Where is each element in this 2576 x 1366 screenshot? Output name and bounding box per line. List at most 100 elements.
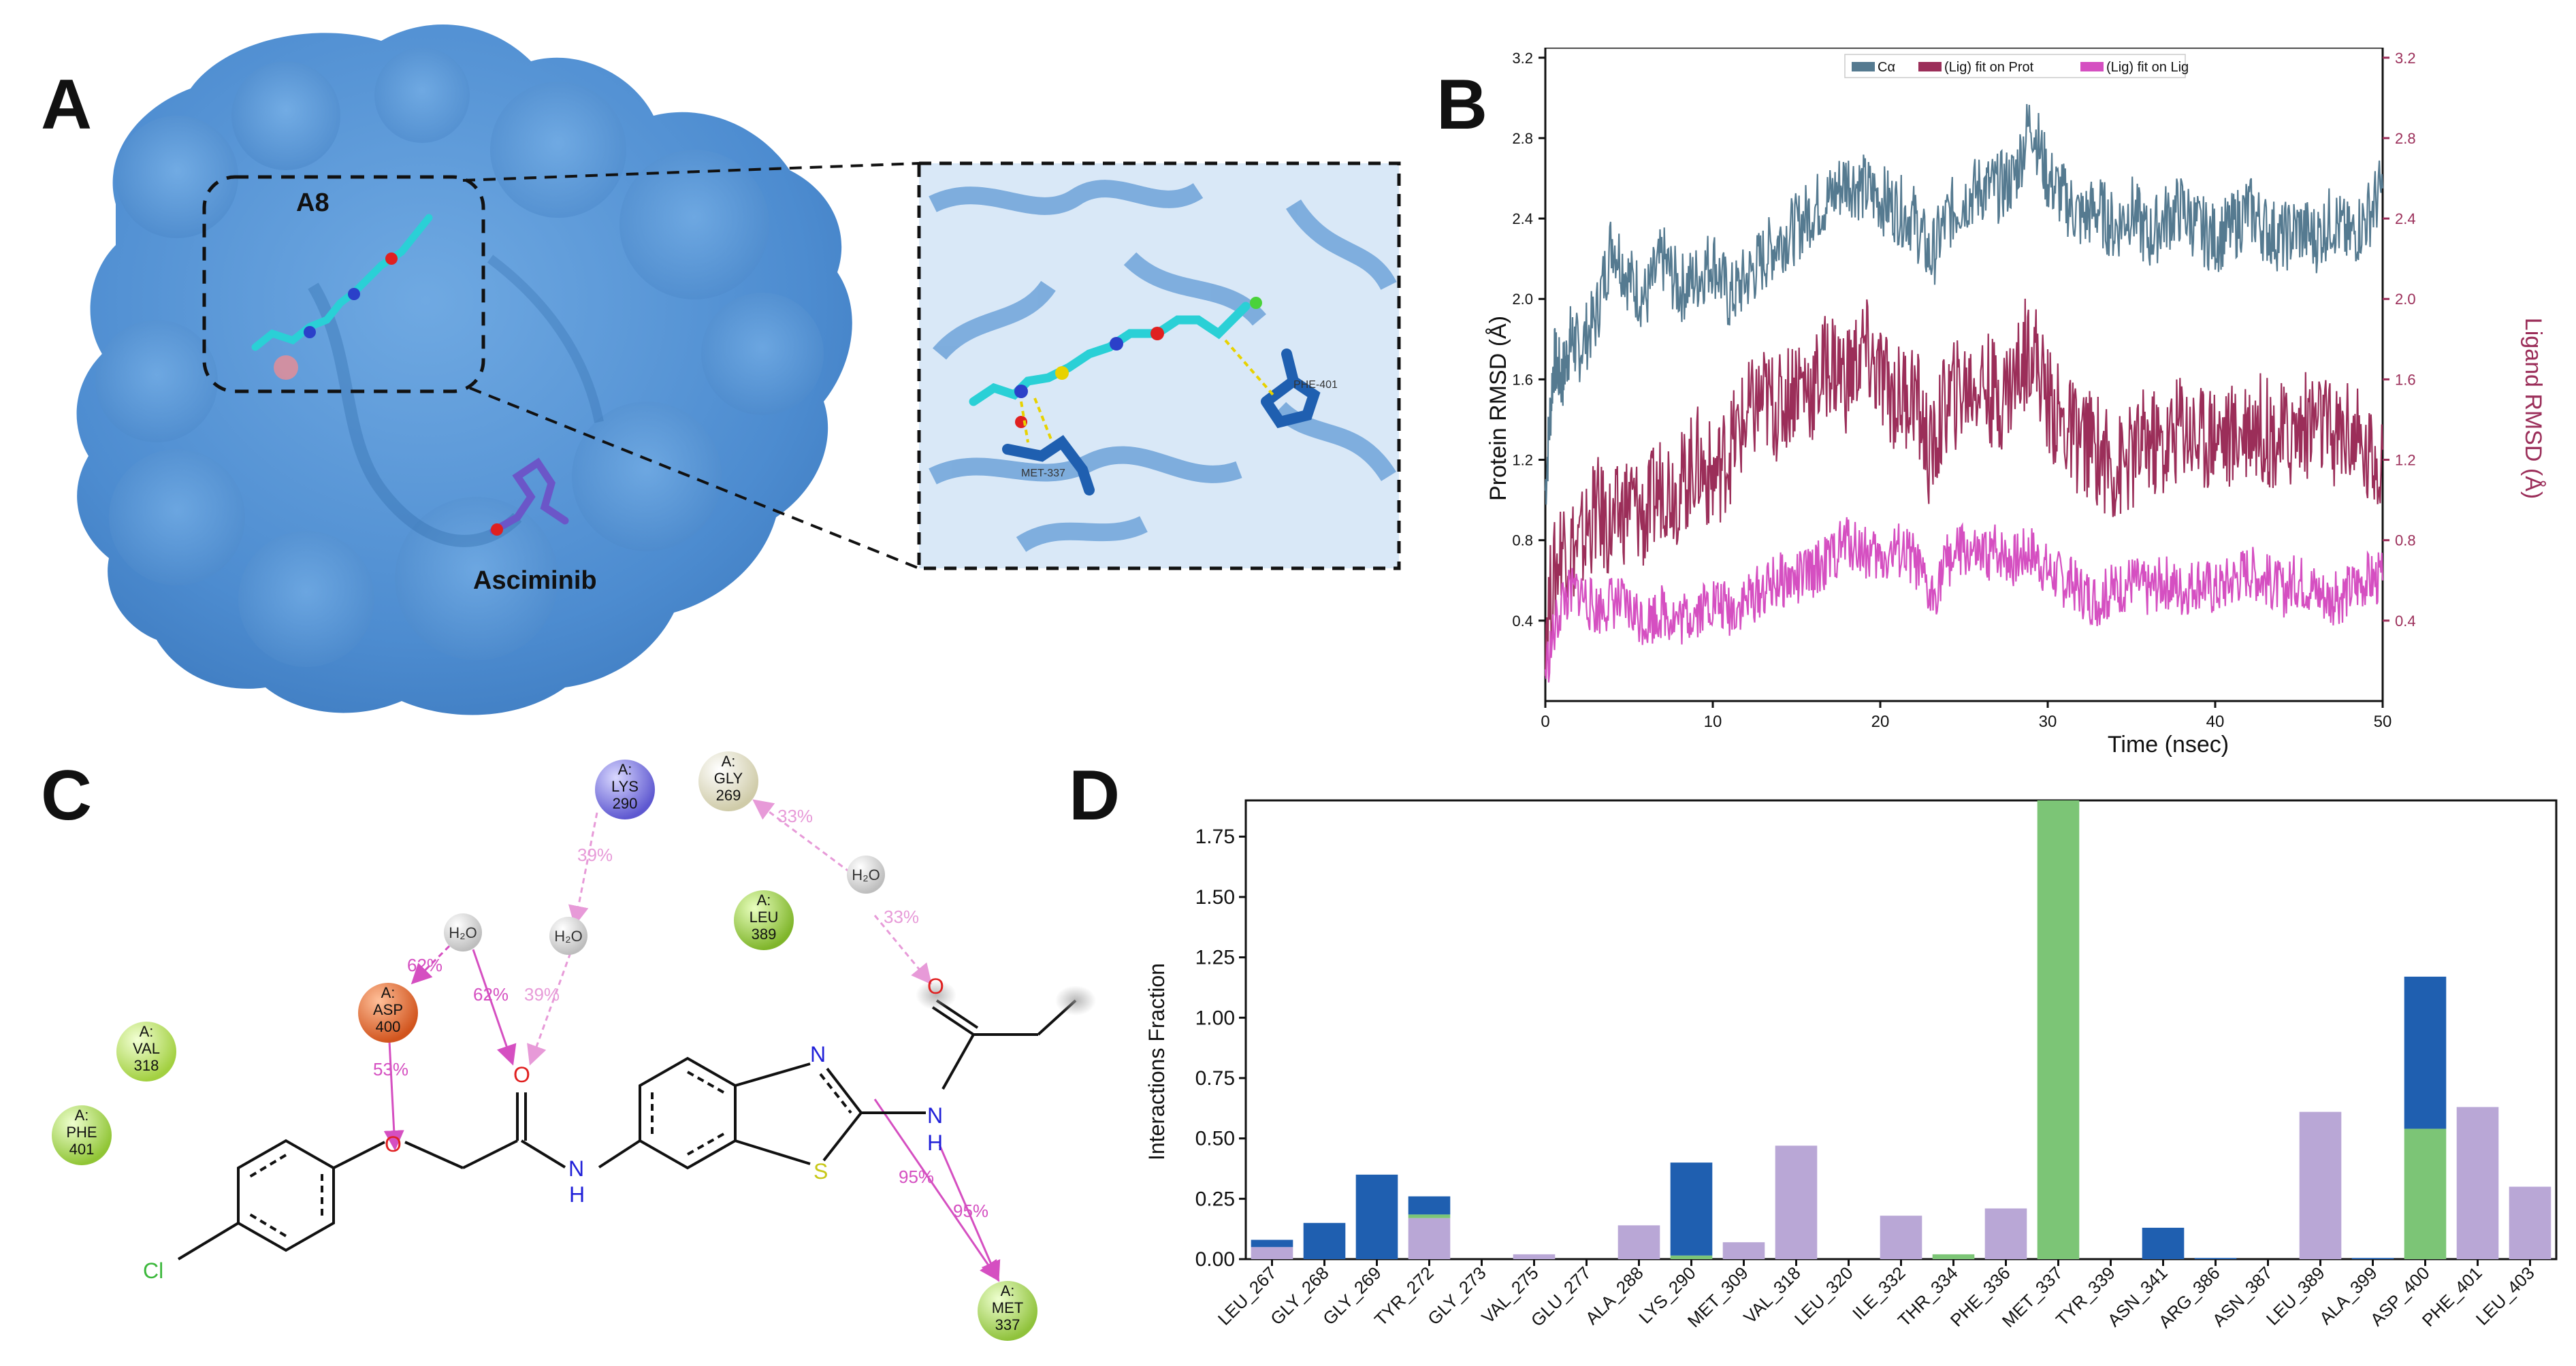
svg-text:A:: A: bbox=[381, 984, 396, 1001]
svg-text:400: 400 bbox=[376, 1018, 401, 1035]
rmsd-ytick-label-right: 2.4 bbox=[2395, 210, 2416, 227]
rmsd-xlabel: Time (nsec) bbox=[2108, 732, 2229, 758]
rmsd-ytick-label-right: 3.2 bbox=[2395, 50, 2416, 67]
bar-segment bbox=[1408, 1214, 1451, 1218]
residue-val-318: A: VAL 318 bbox=[116, 1022, 176, 1082]
rmsd-xtick-label: 50 bbox=[2374, 713, 2392, 731]
svg-text:PHE: PHE bbox=[66, 1124, 97, 1141]
interaction-arrows bbox=[383, 799, 1001, 1282]
panel-letter-d: D bbox=[1069, 756, 1121, 835]
bar-segment bbox=[2037, 800, 2080, 1259]
svg-text:GLY: GLY bbox=[714, 770, 743, 787]
svg-text:LEU: LEU bbox=[750, 909, 779, 926]
rmsd-xtick-label: 10 bbox=[1704, 713, 1722, 731]
atom-o-ether: O bbox=[385, 1132, 402, 1156]
bar-segment bbox=[1670, 1162, 1713, 1256]
rmsd-ylabel-right: Ligand RMSD (Å) bbox=[2520, 318, 2546, 499]
panel-letter-c: C bbox=[41, 756, 93, 835]
rmsd-legend-box bbox=[1844, 54, 2186, 78]
water-2: H₂O bbox=[549, 917, 587, 955]
bar-segment bbox=[1670, 1255, 1713, 1259]
bar-ytick-label: 0.00 bbox=[1195, 1248, 1235, 1271]
rmsd-legend-swatch bbox=[1852, 62, 1875, 71]
solvent-exposure-shadow-2 bbox=[916, 980, 956, 1010]
bar-ytick-label: 1.25 bbox=[1195, 947, 1235, 969]
inset-label-phe: PHE-401 bbox=[1293, 379, 1338, 391]
protein-surface bbox=[76, 25, 852, 715]
pct-asp-o: 53% bbox=[373, 1059, 408, 1079]
pct-gly-water: 33% bbox=[884, 907, 919, 927]
pct-water2-o: 39% bbox=[524, 984, 560, 1005]
pct-met-2: 95% bbox=[953, 1201, 988, 1221]
rmsd-chart: 0 10 20 30 40 50 0.4 0.4 0.8 0.8 1.2 1.2 1.6 1.6 2.0 2.… bbox=[1485, 48, 2546, 758]
residue-leu-389: A: LEU 389 bbox=[734, 890, 794, 950]
bar-xtick-label: GLY_273 bbox=[1423, 1263, 1490, 1329]
bar-segment bbox=[1880, 1216, 1922, 1259]
rmsd-ytick-label-right: 1.2 bbox=[2395, 452, 2416, 469]
bar-segment bbox=[1251, 1247, 1293, 1259]
rmsd-legend-swatch bbox=[1918, 62, 1942, 71]
bar-ytick-label: 0.75 bbox=[1195, 1067, 1235, 1090]
rmsd-ytick-label-left: 2.4 bbox=[1512, 210, 1533, 227]
bar-segment bbox=[2456, 1107, 2499, 1259]
inset-ligand-sticks bbox=[969, 297, 1262, 428]
bar-ytick-label: 0.25 bbox=[1195, 1188, 1235, 1210]
pct-met-1: 95% bbox=[899, 1167, 934, 1187]
bar-segment bbox=[1984, 1208, 2027, 1259]
svg-text:ASP: ASP bbox=[373, 1001, 403, 1018]
bar-segment bbox=[2142, 1227, 2185, 1259]
bar-plot-frame bbox=[1244, 799, 2558, 1261]
bar-segment bbox=[1303, 1222, 1346, 1259]
svg-text:A:: A: bbox=[722, 753, 736, 770]
bar-ytick-label: 1.50 bbox=[1195, 886, 1235, 909]
svg-text:A:: A: bbox=[618, 761, 632, 778]
rmsd-series-line bbox=[1544, 517, 2384, 683]
bar-segment bbox=[2351, 1258, 2394, 1259]
atom-n-thiazole: N bbox=[810, 1042, 826, 1067]
bar-segment bbox=[2404, 1128, 2447, 1259]
svg-text:389: 389 bbox=[752, 926, 777, 943]
bar-segment bbox=[2299, 1111, 2342, 1259]
water-1: H₂O bbox=[444, 913, 482, 952]
atom-cl: Cl bbox=[143, 1258, 163, 1283]
svg-text:LYS: LYS bbox=[611, 778, 639, 795]
rmsd-xtick-label: 40 bbox=[2206, 713, 2225, 731]
pi-stack-dashes bbox=[1224, 339, 1274, 396]
residue-met-337: A: MET 337 bbox=[978, 1281, 1037, 1341]
bar-ytick-label: 0.50 bbox=[1195, 1128, 1235, 1150]
svg-text:A:: A: bbox=[1001, 1282, 1015, 1299]
svg-text:337: 337 bbox=[995, 1316, 1020, 1333]
rmsd-ytick-label-left: 1.6 bbox=[1512, 371, 1533, 388]
asciminib-sticks bbox=[489, 457, 569, 536]
atom-o-amide2: O bbox=[927, 974, 944, 998]
rmsd-ytick-label-left: 2.0 bbox=[1512, 291, 1533, 308]
rmsd-plot-frame bbox=[1544, 48, 2384, 702]
pct-water-o: 62% bbox=[473, 984, 509, 1005]
bar-xtick-label: LEU_389 bbox=[2262, 1263, 2329, 1329]
rmsd-ytick-label-right: 0.8 bbox=[2395, 532, 2416, 549]
interactions-bar-chart: 0.000.250.500.751.001.251.501.75LEU_267G… bbox=[1144, 799, 2558, 1332]
pct-lys: 39% bbox=[577, 845, 613, 865]
bar-ytick-label: 1.75 bbox=[1195, 826, 1235, 848]
rmsd-ytick-label-left: 3.2 bbox=[1512, 50, 1533, 67]
atom-o-carbonyl: O bbox=[513, 1062, 530, 1087]
bar-segment bbox=[1775, 1145, 1818, 1259]
residue-phe-401: A: PHE 401 bbox=[52, 1105, 112, 1165]
pct-gly: 33% bbox=[777, 806, 813, 826]
svg-text:MET: MET bbox=[992, 1299, 1023, 1316]
rmsd-ytick-label-right: 1.6 bbox=[2395, 371, 2416, 388]
bar-segment bbox=[1513, 1254, 1556, 1259]
inset-label-met: MET-337 bbox=[1021, 468, 1065, 479]
bar-xtick-label: ALA_288 bbox=[1581, 1263, 1647, 1329]
water-3: H₂O bbox=[847, 856, 885, 894]
svg-text:H₂O: H₂O bbox=[852, 866, 880, 883]
rmsd-ytick-label-left: 0.8 bbox=[1512, 532, 1533, 549]
bar-xtick-label: LEU_320 bbox=[1790, 1263, 1857, 1329]
rmsd-ytick-label-left: 0.4 bbox=[1512, 613, 1533, 630]
rmsd-legend-label: Cα bbox=[1878, 60, 1895, 75]
bar-ytick-label: 1.00 bbox=[1195, 1007, 1235, 1029]
rmsd-xtick-label: 30 bbox=[2039, 713, 2057, 731]
residue-lys-290: A: LYS 290 bbox=[595, 760, 655, 819]
rmsd-ytick-label-right: 0.4 bbox=[2395, 613, 2416, 630]
rmsd-series-line bbox=[1544, 103, 2384, 505]
